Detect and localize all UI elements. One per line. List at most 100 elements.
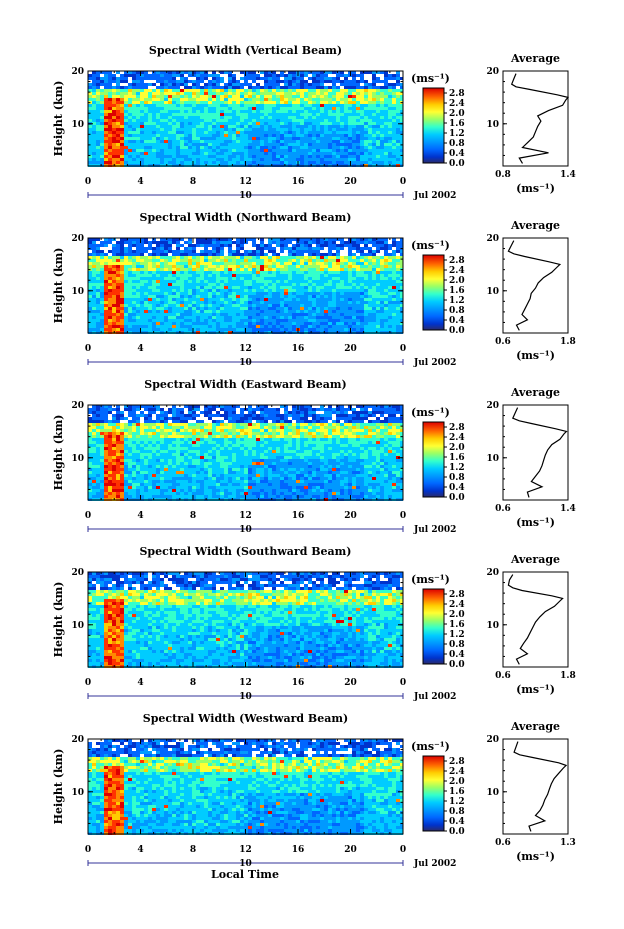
date-label: Jul 2002 [413,191,456,201]
colorbar [422,87,445,164]
avg-x-tick-label: 1.4 [560,504,576,514]
x-tick-label: 8 [190,678,196,688]
avg-x-tick-label: 1.8 [560,671,576,681]
beam-panel: Spectral Width (Northward Beam) 0 4 8 12 16 20… [52,211,576,368]
colorbar-tick-label: 1.6 [449,119,465,129]
colorbar [422,254,445,331]
x-tick-label: 20 [344,845,357,855]
avg-title: Average [510,52,560,65]
y-tick-label: 20 [71,568,84,578]
colorbar-tick-label: 0.0 [449,159,465,169]
colorbar [422,755,445,832]
avg-y-tick-label: 10 [486,287,499,297]
colorbar-tick-label: 2.0 [449,777,465,787]
colorbar [422,421,445,498]
x-tick-label: 4 [137,678,143,688]
avg-frame [502,571,569,668]
y-tick-label: 10 [71,454,84,464]
avg-profile-line [510,73,570,164]
day-label: 10 [239,191,252,201]
heatmap-cells [88,69,409,168]
colorbar-tick-label: 0.4 [449,149,465,159]
x-tick-label: 0 [400,344,406,354]
x-tick-label: 12 [239,678,252,688]
beam-panel: Spectral Width (Vertical Beam) 0 4 8 12 16 20 0… [52,44,576,201]
x-tick-label: 16 [292,177,305,187]
avg-x-tick-label: 0.6 [495,337,511,347]
colorbar-tick-label: 1.6 [449,620,465,630]
x-tick-label: 12 [239,511,252,521]
date-label: Jul 2002 [413,692,456,702]
date-label: Jul 2002 [413,525,456,535]
y-tick-label: 20 [71,67,84,77]
x-tick-label: 0 [400,845,406,855]
x-tick-label: 8 [190,177,196,187]
colorbar-tick-label: 0.8 [449,640,465,650]
avg-title: Average [510,553,560,566]
colorbar-tick-label: 2.4 [449,433,465,443]
date-label: Jul 2002 [413,358,456,368]
avg-y-tick-label: 10 [486,454,499,464]
colorbar-tick-label: 0.8 [449,473,465,483]
x-tick-label: 0 [85,344,91,354]
x-tick-label: 4 [137,344,143,354]
avg-profile-line [513,741,568,832]
avg-unit: (ms⁻¹) [516,516,555,529]
avg-x-tick-label: 1.3 [560,838,576,848]
heatmap-cells [88,403,409,502]
colorbar-tick-label: 0.4 [449,316,465,326]
colorbar-tick-label: 1.6 [449,286,465,296]
x-tick-label: 0 [85,511,91,521]
colorbar-tick-label: 0.8 [449,807,465,817]
colorbar-unit: (ms⁻¹) [411,740,450,753]
avg-x-tick-label: 0.6 [495,504,511,514]
colorbar-tick-label: 0.4 [449,650,465,660]
colorbar-tick-label: 0.8 [449,306,465,316]
x-tick-label: 0 [400,511,406,521]
avg-x-tick-label: 1.4 [560,170,576,180]
panel-title: Spectral Width (Westward Beam) [143,712,348,725]
x-tick-label: 20 [344,177,357,187]
colorbar-tick-label: 1.2 [449,630,465,640]
avg-title: Average [510,219,560,232]
beam-panel: Spectral Width (Southward Beam) 0 4 8 12 16 20… [52,545,576,702]
colorbar-tick-label: 0.0 [449,493,465,503]
colorbar-tick-label: 2.8 [449,757,465,767]
colorbar-tick-label: 2.0 [449,109,465,119]
y-tick-label: 20 [71,401,84,411]
colorbar-tick-label: 2.4 [449,600,465,610]
avg-y-tick-label: 10 [486,788,499,798]
date-label: Jul 2002 [413,859,456,869]
avg-y-tick-label: 10 [486,621,499,631]
x-tick-label: 16 [292,678,305,688]
avg-frame [502,70,569,167]
avg-x-tick-label: 0.6 [495,671,511,681]
avg-frame [502,237,569,334]
colorbar-tick-label: 0.4 [449,483,465,493]
y-tick-label: 20 [71,735,84,745]
colorbar-tick-label: 2.0 [449,610,465,620]
avg-title: Average [510,386,560,399]
colorbar-unit: (ms⁻¹) [411,406,450,419]
avg-y-tick-label: 20 [486,234,499,244]
avg-frame [502,404,569,501]
x-tick-label: 12 [239,177,252,187]
colorbar-tick-label: 2.4 [449,767,465,777]
heatmap-cells [88,570,409,669]
x-tick-label: 4 [137,511,143,521]
colorbar-tick-label: 1.2 [449,296,465,306]
avg-unit: (ms⁻¹) [516,850,555,863]
colorbar-tick-label: 2.0 [449,443,465,453]
heatmap-cells [88,236,409,335]
x-tick-label: 0 [400,678,406,688]
colorbar-tick-label: 0.0 [449,660,465,670]
y-axis-label: Height (km) [52,749,65,825]
avg-profile-line [511,407,568,498]
avg-y-tick-label: 20 [486,67,499,77]
colorbar-unit: (ms⁻¹) [411,573,450,586]
colorbar-tick-label: 0.8 [449,139,465,149]
x-tick-label: 4 [137,177,143,187]
day-label: 10 [239,692,252,702]
colorbar-tick-label: 2.8 [449,423,465,433]
